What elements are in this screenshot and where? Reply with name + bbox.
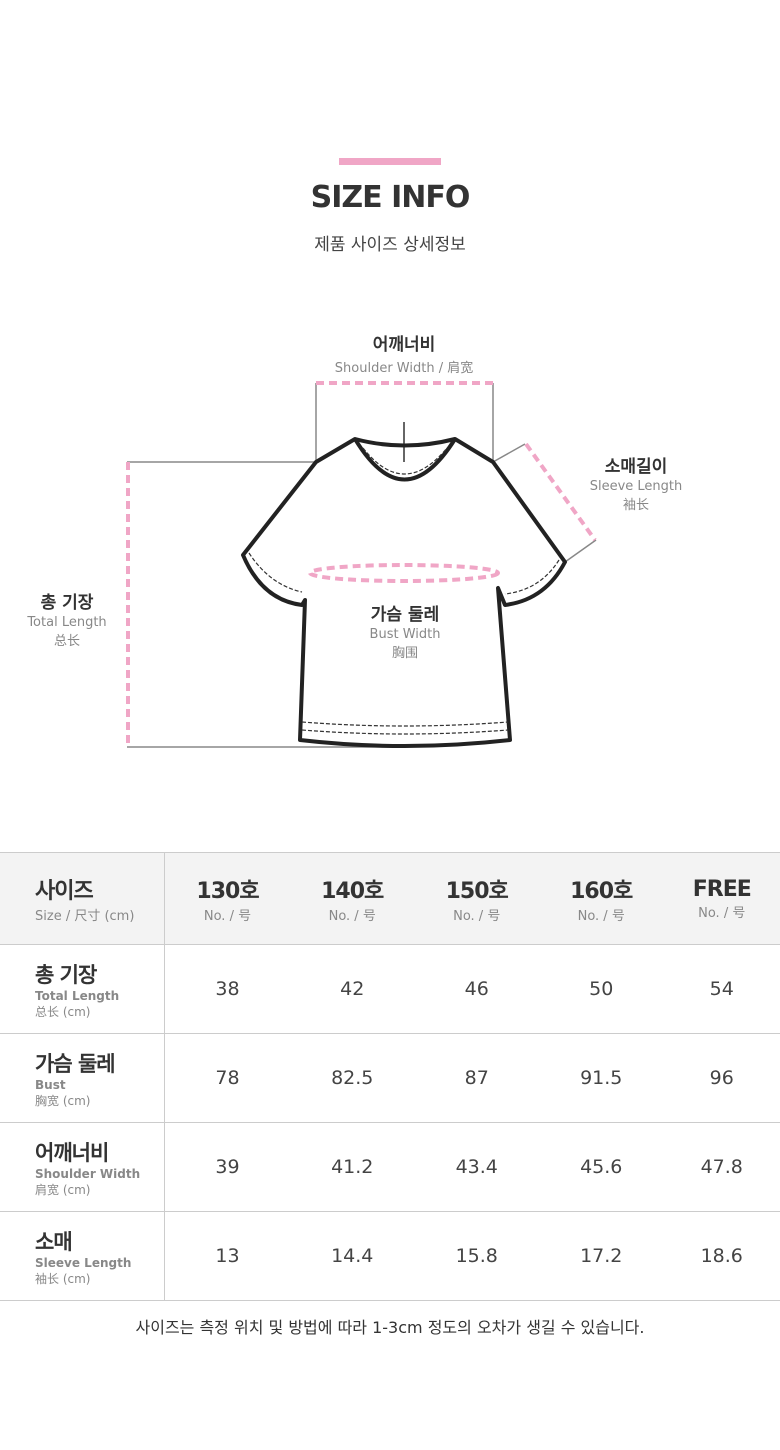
column-sub: No. / 号 xyxy=(577,909,625,924)
column-label: 160호 xyxy=(570,879,633,904)
header-cell: 160호 No. / 号 xyxy=(538,852,664,945)
sleeve-label-ko: 소매길이 xyxy=(604,457,668,477)
sleeve-label: 소매길이 Sleeve Length 袖长 xyxy=(576,452,696,513)
size-note: 사이즈는 측정 위치 및 방법에 따라 1-3cm 정도의 오차가 생길 수 있… xyxy=(135,1318,645,1337)
bust-label-ko: 가슴 둘레 xyxy=(370,605,440,625)
bust-label: 가슴 둘레 Bust Width 胸围 xyxy=(335,600,475,661)
header-size-ko: 사이즈 xyxy=(35,879,94,904)
shoulder-label-en: Shoulder Width / 肩宽 xyxy=(334,361,474,376)
row-label-ko: 소매 xyxy=(35,1229,73,1254)
row-label-ko: 가슴 둘레 xyxy=(35,1051,116,1076)
page-subtitle: 제품 사이즈 상세정보 xyxy=(314,235,466,255)
length-label-ko: 총 기장 xyxy=(40,593,94,613)
length-label: 총 기장 Total Length 总长 xyxy=(7,588,127,649)
length-label-zh: 总长 xyxy=(53,634,80,649)
header-size-sub: Size / 尺寸 (cm) xyxy=(35,909,135,924)
row-label-zh: 总长 (cm) xyxy=(35,1004,91,1019)
column-sub: No. / 号 xyxy=(453,909,501,924)
header-cell-size: 사이즈 Size / 尺寸 (cm) xyxy=(0,852,165,945)
value-cell: 45.6 xyxy=(538,1122,664,1212)
row-label-en: Total Length xyxy=(35,988,120,1003)
header-cell: 140호 No. / 号 xyxy=(289,852,415,945)
accent-bar xyxy=(339,158,441,165)
value-cell: 18.6 xyxy=(663,1211,780,1301)
row-label-en: Shoulder Width xyxy=(35,1166,141,1181)
table-row: 소매 Sleeve Length 袖长 (cm) 13 14.4 15.8 17.2 18… xyxy=(0,1211,780,1301)
value-cell: 43.4 xyxy=(414,1122,539,1212)
table-row: 가슴 둘레 Bust 胸宽 (cm) 78 82.5 87 91.5 96 xyxy=(0,1033,780,1123)
column-label: 150호 xyxy=(445,879,509,904)
value-cell: 41.2 xyxy=(289,1122,415,1212)
value-cell: 15.8 xyxy=(414,1211,539,1301)
bust-measure-line xyxy=(308,563,500,583)
row-label-cell: 어깨너비 Shoulder Width 肩宽 (cm) xyxy=(0,1122,165,1212)
column-label: FREE xyxy=(692,876,752,902)
value-cell: 78 xyxy=(164,1033,290,1123)
row-label-en: Sleeve Length xyxy=(35,1255,132,1270)
row-label-ko: 어깨너비 xyxy=(35,1140,109,1165)
table-row: 총 기장 Total Length 总长 (cm) 38 42 46 50 54 xyxy=(0,944,780,1034)
length-label-en: Total Length xyxy=(27,615,107,630)
value-cell: 38 xyxy=(164,944,290,1034)
row-label-zh: 袖长 (cm) xyxy=(35,1271,91,1286)
column-sub: No. / 号 xyxy=(698,905,746,921)
size-table: 사이즈 Size / 尺寸 (cm) 130호 No. / 号 140호 No. /… xyxy=(0,852,780,1301)
value-cell: 87 xyxy=(414,1033,539,1123)
row-label-zh: 肩宽 (cm) xyxy=(35,1182,91,1197)
value-cell: 91.5 xyxy=(538,1033,664,1123)
row-label-cell: 총 기장 Total Length 总长 (cm) xyxy=(0,944,165,1034)
measurement-lines xyxy=(126,381,597,748)
value-cell: 47.8 xyxy=(663,1122,780,1212)
value-cell: 54 xyxy=(663,944,780,1034)
column-label: 140호 xyxy=(321,879,384,904)
row-label-ko: 총 기장 xyxy=(35,962,97,987)
table-header-row: 사이즈 Size / 尺寸 (cm) 130호 No. / 号 140호 No. /… xyxy=(0,852,780,945)
column-sub: No. / 号 xyxy=(328,909,376,924)
row-label-cell: 가슴 둘레 Bust 胸宽 (cm) xyxy=(0,1033,165,1123)
shoulder-label: 어깨너비 Shoulder Width / 肩宽 xyxy=(304,330,504,376)
header-cell: 150호 No. / 号 xyxy=(414,852,539,945)
shoulder-label-ko: 어깨너비 xyxy=(372,335,436,355)
column-sub: No. / 号 xyxy=(203,909,252,924)
row-label-cell: 소매 Sleeve Length 袖长 (cm) xyxy=(0,1211,165,1301)
value-cell: 42 xyxy=(289,944,415,1034)
bust-label-en: Bust Width xyxy=(369,627,441,642)
page-title: SIZE INFO xyxy=(310,180,471,215)
table-row: 어깨너비 Shoulder Width 肩宽 (cm) 39 41.2 43.4 45.… xyxy=(0,1122,780,1212)
sleeve-label-zh: 袖长 xyxy=(622,498,649,513)
sleeve-label-en: Sleeve Length xyxy=(589,479,683,494)
header-cell: FREE No. / 号 xyxy=(663,852,780,945)
row-label-zh: 胸宽 (cm) xyxy=(35,1093,91,1108)
value-cell: 13 xyxy=(164,1211,290,1301)
bust-label-zh: 胸围 xyxy=(391,646,418,661)
value-cell: 96 xyxy=(663,1033,780,1123)
value-cell: 39 xyxy=(164,1122,290,1212)
row-label-en: Bust xyxy=(35,1077,66,1092)
tshirt-outline xyxy=(241,437,567,748)
value-cell: 50 xyxy=(538,944,664,1034)
value-cell: 17.2 xyxy=(538,1211,664,1301)
value-cell: 82.5 xyxy=(289,1033,415,1123)
header-cell: 130호 No. / 号 xyxy=(164,852,290,945)
value-cell: 46 xyxy=(414,944,539,1034)
column-label: 130호 xyxy=(196,879,259,904)
tshirt-diagram xyxy=(126,381,597,748)
value-cell: 14.4 xyxy=(289,1211,415,1301)
